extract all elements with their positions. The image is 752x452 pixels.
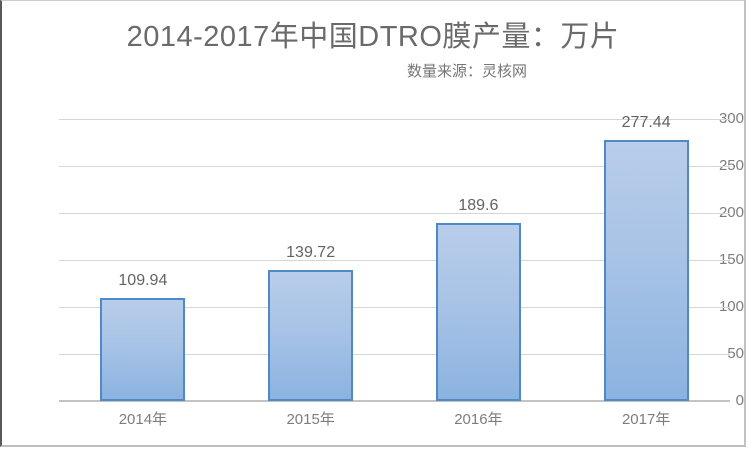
y-tick-label: 300: [718, 110, 744, 127]
bar: [268, 269, 354, 401]
y-tick-label: 200: [718, 204, 744, 221]
x-axis-line: [59, 400, 730, 402]
y-tick-label: 150: [718, 251, 744, 268]
gridline: [59, 118, 730, 120]
gridline: [59, 353, 730, 355]
bar-value-label: 277.44: [621, 114, 671, 132]
gridline: [59, 165, 730, 167]
chart-title: 2014-2017年中国DTRO膜产量：万片: [126, 21, 620, 53]
plot-area: 109.94 139.72 189.6 277.44: [59, 114, 730, 402]
x-tick-label: 2016年: [454, 411, 503, 428]
bar-value-label: 189.6: [458, 196, 499, 214]
x-tick-label: 2014年: [118, 411, 168, 428]
y-tick-label: 50: [727, 345, 744, 362]
bar-value-label: 109.94: [118, 271, 168, 289]
x-tick-label: 2015年: [286, 411, 335, 428]
gridline: [59, 259, 730, 261]
chart-subtitle: 数量来源：灵核网: [407, 63, 528, 80]
bar: [435, 222, 521, 401]
y-tick-label: 250: [718, 157, 744, 174]
gridline: [59, 212, 730, 214]
y-tick-label: 0: [735, 392, 744, 409]
gridline: [59, 306, 730, 308]
bar-value-label: 139.72: [286, 243, 336, 261]
bar: [603, 140, 689, 401]
x-tick-label: 2017年: [621, 411, 671, 428]
y-tick-label: 100: [718, 298, 744, 315]
bar: [100, 297, 186, 401]
